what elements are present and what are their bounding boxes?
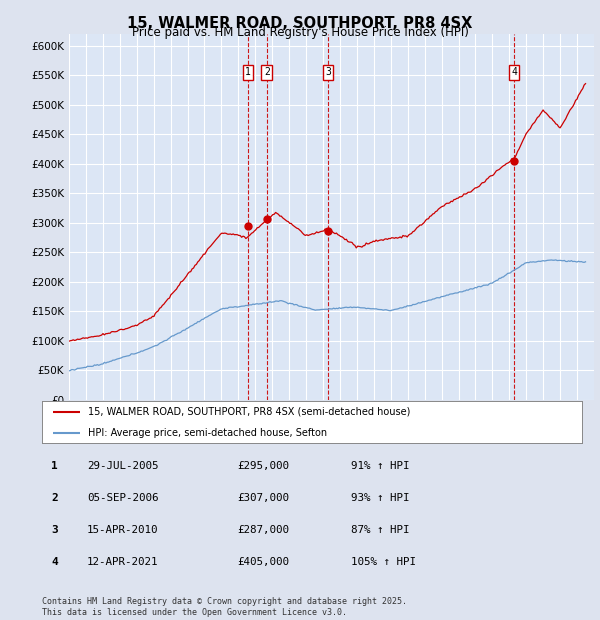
Text: Contains HM Land Registry data © Crown copyright and database right 2025.
This d: Contains HM Land Registry data © Crown c…: [42, 598, 407, 617]
Text: 4: 4: [51, 557, 58, 567]
Text: 15, WALMER ROAD, SOUTHPORT, PR8 4SX: 15, WALMER ROAD, SOUTHPORT, PR8 4SX: [127, 16, 473, 30]
Text: 1: 1: [51, 461, 58, 471]
Text: HPI: Average price, semi-detached house, Sefton: HPI: Average price, semi-detached house,…: [88, 428, 327, 438]
Text: 05-SEP-2006: 05-SEP-2006: [87, 493, 158, 503]
Text: 2: 2: [51, 493, 58, 503]
Text: 93% ↑ HPI: 93% ↑ HPI: [351, 493, 409, 503]
Text: 4: 4: [511, 68, 517, 78]
Text: 91% ↑ HPI: 91% ↑ HPI: [351, 461, 409, 471]
Text: £295,000: £295,000: [237, 461, 289, 471]
Text: 2: 2: [264, 68, 270, 78]
Text: 15, WALMER ROAD, SOUTHPORT, PR8 4SX (semi-detached house): 15, WALMER ROAD, SOUTHPORT, PR8 4SX (sem…: [88, 407, 410, 417]
Text: £287,000: £287,000: [237, 525, 289, 535]
Text: 3: 3: [51, 525, 58, 535]
Text: 1: 1: [245, 68, 251, 78]
Text: 3: 3: [325, 68, 331, 78]
Text: £307,000: £307,000: [237, 493, 289, 503]
Text: £405,000: £405,000: [237, 557, 289, 567]
Text: 15-APR-2010: 15-APR-2010: [87, 525, 158, 535]
Text: 87% ↑ HPI: 87% ↑ HPI: [351, 525, 409, 535]
Text: 105% ↑ HPI: 105% ↑ HPI: [351, 557, 416, 567]
Text: 29-JUL-2005: 29-JUL-2005: [87, 461, 158, 471]
Text: 12-APR-2021: 12-APR-2021: [87, 557, 158, 567]
Text: Price paid vs. HM Land Registry's House Price Index (HPI): Price paid vs. HM Land Registry's House …: [131, 26, 469, 39]
